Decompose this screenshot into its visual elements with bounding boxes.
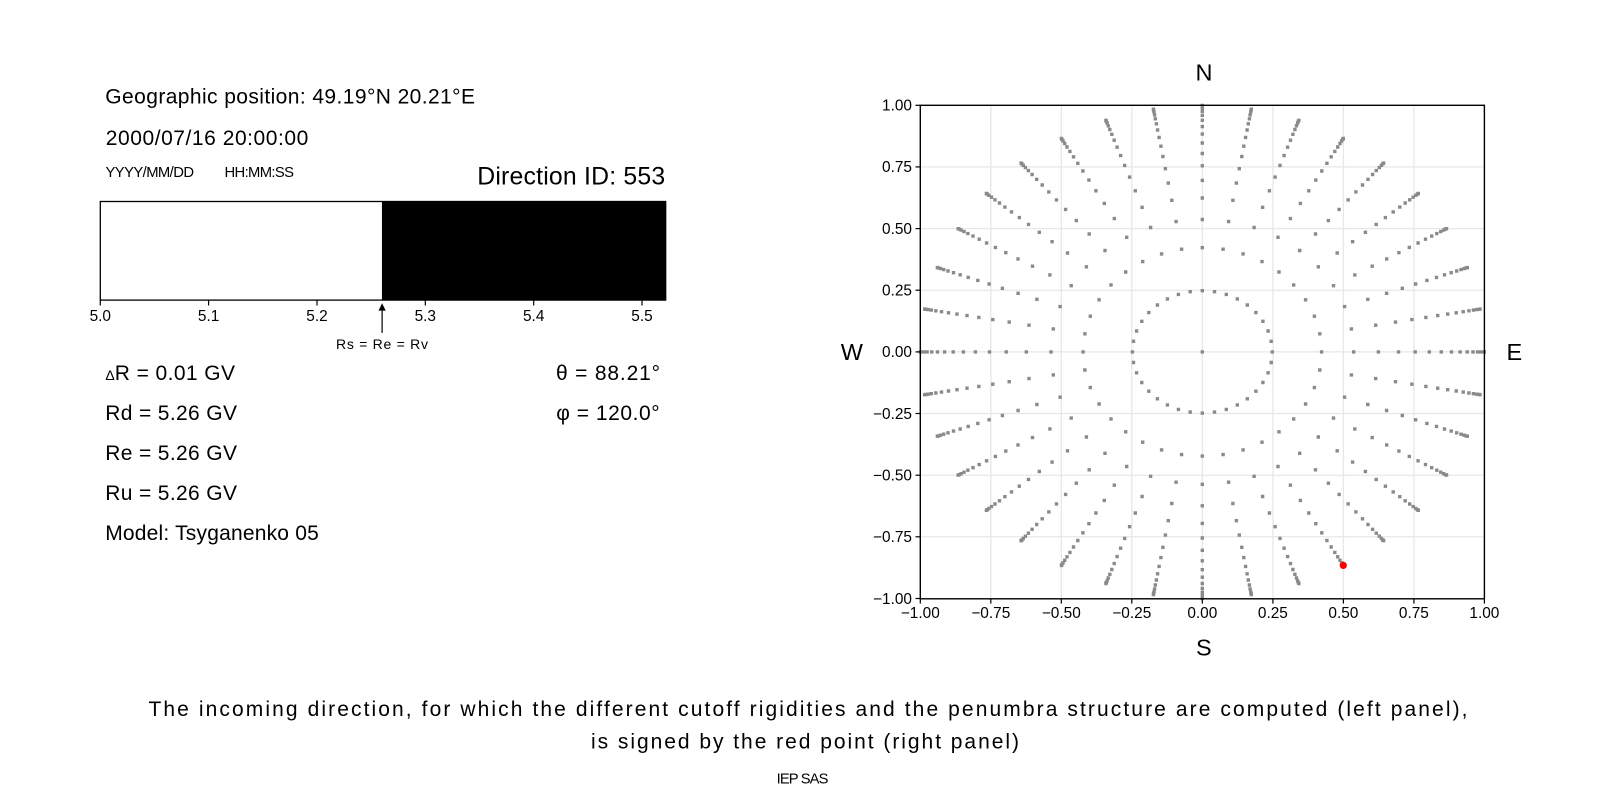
svg-text:2000/07/16 20:00:00: 2000/07/16 20:00:00	[106, 127, 308, 150]
svg-text:5.3: 5.3	[415, 308, 436, 325]
svg-text:0.00: 0.00	[882, 344, 912, 361]
svg-text:Direction ID: 553: Direction ID: 553	[477, 163, 665, 190]
svg-text:R = 0.01 GV: R = 0.01 GV	[115, 362, 235, 385]
svg-text:0.50: 0.50	[1328, 605, 1358, 622]
svg-text:1.00: 1.00	[1469, 605, 1499, 622]
svg-text:Geographic position: 49.19°N 2: Geographic position: 49.19°N 20.21°E	[105, 86, 475, 109]
svg-text:Re = 5.26 GV: Re = 5.26 GV	[105, 442, 237, 465]
svg-text:−1.00: −1.00	[901, 605, 940, 622]
svg-text:N: N	[1196, 59, 1213, 85]
svg-text:5.2: 5.2	[306, 308, 327, 325]
svg-text:0.00: 0.00	[1187, 605, 1217, 622]
svg-text:E: E	[1506, 339, 1522, 365]
svg-text:Rd = 5.26 GV: Rd = 5.26 GV	[105, 402, 237, 425]
svg-text:5.1: 5.1	[198, 308, 219, 325]
svg-text:YYYY/MM/DD: YYYY/MM/DD	[106, 165, 195, 181]
svg-text:0.75: 0.75	[882, 159, 912, 176]
svg-text:−0.50: −0.50	[873, 468, 912, 485]
svg-text:The incoming direction, for wh: The incoming direction, for which the di…	[149, 698, 1468, 721]
svg-text:−1.00: −1.00	[873, 591, 912, 608]
svg-text:is signed by the red point (ri: is signed by the red point (right panel)	[591, 730, 1019, 753]
svg-text:0.25: 0.25	[882, 283, 912, 300]
svg-text:5.0: 5.0	[90, 308, 111, 325]
svg-text:S: S	[1196, 635, 1212, 661]
svg-text:0.50: 0.50	[882, 221, 912, 238]
svg-text:HH:MM:SS: HH:MM:SS	[225, 165, 295, 181]
svg-text:W: W	[841, 339, 864, 365]
svg-text:−0.75: −0.75	[971, 605, 1010, 622]
svg-text:−0.25: −0.25	[1112, 605, 1151, 622]
svg-text:Δ: Δ	[105, 367, 114, 383]
svg-text:0.75: 0.75	[1399, 605, 1429, 622]
svg-text:φ = 120.0°: φ = 120.0°	[556, 402, 659, 425]
svg-text:−0.50: −0.50	[1042, 605, 1081, 622]
svg-text:5.4: 5.4	[523, 308, 545, 325]
svg-text:1.00: 1.00	[882, 98, 912, 115]
svg-text:−0.25: −0.25	[873, 406, 912, 423]
svg-text:IEP SAS: IEP SAS	[777, 772, 829, 788]
svg-text:−0.75: −0.75	[873, 529, 912, 546]
svg-text:Ru = 5.26 GV: Ru = 5.26 GV	[105, 482, 237, 505]
svg-text:Model: Tsyganenko 05: Model: Tsyganenko 05	[105, 522, 319, 545]
svg-text:Rs = Re = Rv: Rs = Re = Rv	[336, 336, 428, 352]
svg-text:θ = 88.21°: θ = 88.21°	[556, 362, 660, 385]
svg-text:5.5: 5.5	[631, 308, 652, 325]
svg-text:0.25: 0.25	[1258, 605, 1288, 622]
